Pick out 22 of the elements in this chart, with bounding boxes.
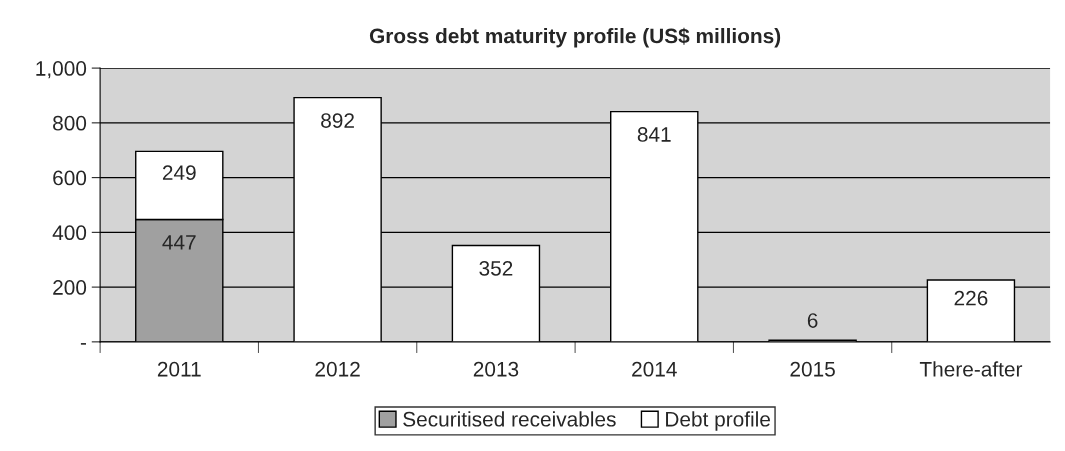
x-tick-label: 2011 [157, 361, 201, 377]
y-tick-label: 800 [53, 115, 87, 131]
y-tick-label: 1,000 [36, 61, 87, 79]
legend-label: Securitised receivables [403, 411, 616, 427]
y-tick-label: 600 [53, 170, 87, 186]
data-label: 6 [807, 313, 818, 328]
data-label: 447 [162, 235, 196, 250]
x-tick-label: 2012 [315, 361, 360, 377]
x-tick-label: 2013 [473, 361, 519, 377]
data-label: 352 [479, 260, 513, 276]
data-label: 841 [637, 127, 671, 142]
x-tick-label: There-after [919, 361, 1023, 377]
y-tick-label: - [80, 343, 86, 345]
x-tick-label: 2015 [790, 361, 835, 377]
chart-title: Gross debt maturity profile (US$ millions) [369, 27, 781, 48]
x-tick-label: 2014 [632, 361, 677, 377]
data-label: 226 [954, 290, 988, 306]
data-label: 249 [162, 165, 196, 181]
legend-label: Debt profile [666, 411, 770, 431]
y-tick-label: 400 [52, 225, 87, 241]
y-tick-label: 200 [53, 280, 87, 295]
data-label: 892 [321, 113, 354, 128]
